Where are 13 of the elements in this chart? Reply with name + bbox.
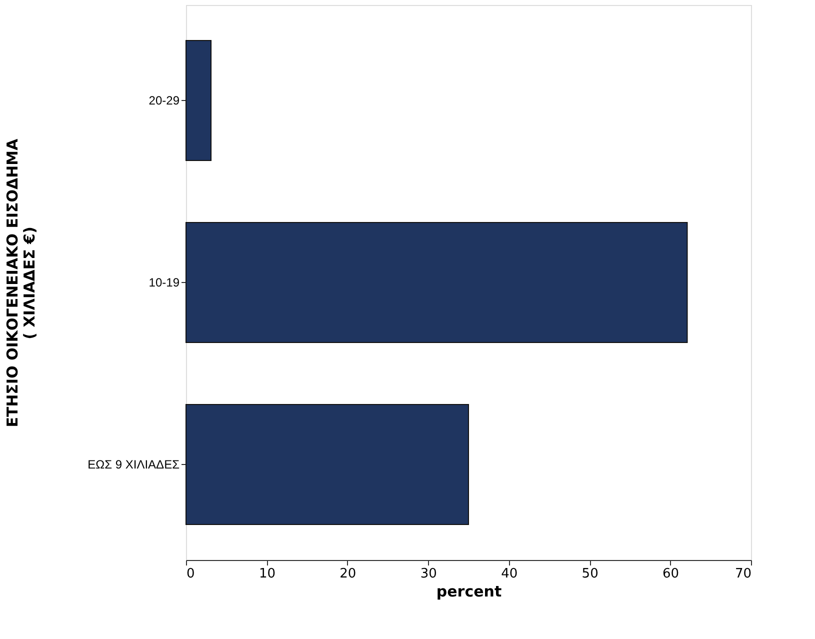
y-tick-label: 10-19 bbox=[148, 276, 180, 290]
x-tick-label: 0 bbox=[186, 566, 195, 582]
x-tick-label: 40 bbox=[501, 566, 518, 582]
x-tick-label: 60 bbox=[662, 566, 680, 582]
y-tick-label: 20-29 bbox=[148, 94, 180, 108]
x-tick-label: 50 bbox=[582, 566, 598, 582]
x-tick-label: 30 bbox=[420, 566, 437, 582]
x-tick-label: 20 bbox=[340, 566, 356, 582]
y-tick-label: ΕΩΣ 9 ΧΙΛΙΑΔΕΣ bbox=[88, 457, 180, 472]
x-tick-label: 70 bbox=[734, 566, 752, 582]
x-axis-title: percent bbox=[436, 582, 502, 600]
x-tick-label: 10 bbox=[258, 566, 276, 582]
y-axis-title: ΕΤΗΣΙΟ ΟΙΚΟΓΕΝΕΙΑΚΟ ΕΙΣΟΔΗΜΑ ( ΧΙΛΙΑΔΕΣ €) bbox=[4, 138, 39, 428]
